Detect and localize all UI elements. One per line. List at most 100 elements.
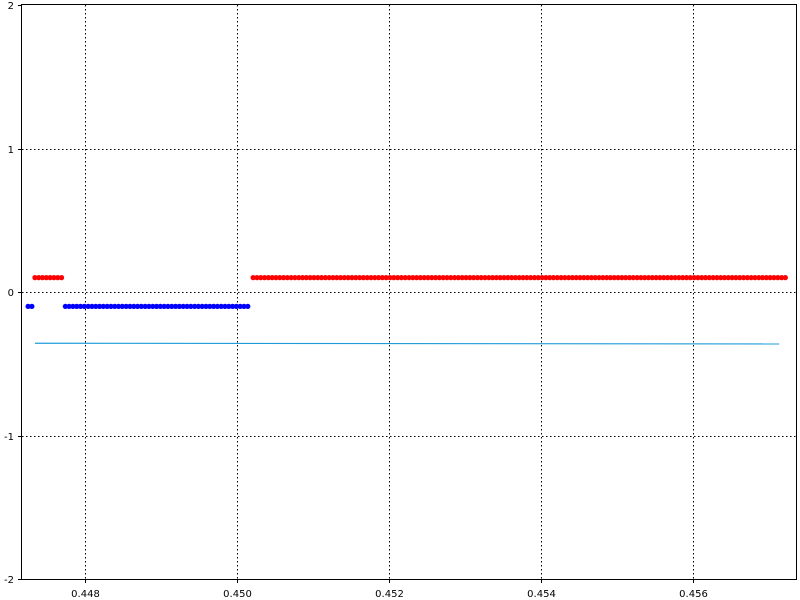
- data-point: [108, 303, 114, 309]
- y-tick-label: -2: [4, 575, 14, 586]
- data-point: [725, 275, 731, 281]
- data-point: [463, 275, 469, 281]
- data-point: [672, 275, 678, 281]
- data-point: [237, 303, 243, 309]
- data-point: [303, 275, 309, 281]
- data-point: [680, 275, 686, 281]
- data-point: [93, 303, 99, 309]
- data-point: [70, 303, 76, 309]
- data-point: [611, 275, 617, 281]
- data-point: [375, 275, 382, 281]
- data-point: [512, 275, 519, 281]
- data-point: [318, 275, 325, 281]
- data-point: [406, 275, 412, 281]
- data-point: [29, 303, 35, 309]
- data-point: [39, 275, 46, 281]
- data-point: [402, 275, 408, 281]
- data-point: [676, 275, 682, 281]
- x-tick-label: 0.448: [71, 589, 100, 600]
- data-point: [398, 275, 404, 281]
- grid: [22, 5, 796, 579]
- data-point: [157, 303, 163, 309]
- data-point: [191, 303, 198, 309]
- data-point: [89, 303, 95, 309]
- data-point: [748, 275, 754, 281]
- data-point: [562, 275, 568, 281]
- data-point: [634, 275, 640, 281]
- data-point: [756, 275, 762, 281]
- data-point: [642, 275, 648, 281]
- data-point: [657, 275, 663, 281]
- data-point: [153, 303, 160, 309]
- data-point: [501, 275, 507, 281]
- data-point: [330, 275, 336, 281]
- data-point: [47, 275, 53, 281]
- y-tick-label: 2: [8, 1, 14, 12]
- data-point: [195, 303, 201, 309]
- data-point: [387, 275, 393, 281]
- data-point: [74, 303, 80, 309]
- data-point: [150, 303, 156, 309]
- data-point: [455, 275, 462, 281]
- data-point: [596, 275, 602, 281]
- data-point: [645, 275, 652, 281]
- data-point: [353, 275, 359, 281]
- data-point: [638, 275, 644, 281]
- data-point: [702, 275, 709, 281]
- data-point: [85, 303, 91, 309]
- data-point: [241, 303, 247, 309]
- data-point: [62, 303, 68, 309]
- data-point: [459, 275, 465, 281]
- data-point: [146, 303, 152, 309]
- data-point: [630, 275, 636, 281]
- data-point: [51, 275, 57, 281]
- data-point: [710, 275, 716, 281]
- data-point: [284, 275, 290, 281]
- data-point: [394, 275, 401, 281]
- data-point: [77, 303, 84, 309]
- data-point: [619, 275, 625, 281]
- data-point: [577, 275, 583, 281]
- data-point: [230, 303, 236, 309]
- data-point: [474, 275, 481, 281]
- data-point: [184, 303, 190, 309]
- data-point: [744, 275, 750, 281]
- data-point: [554, 275, 560, 281]
- data-point: [767, 275, 773, 281]
- x-axis: 0.448 0.450 0.452 0.454 0.456: [71, 579, 708, 600]
- x-tick-label: 0.454: [527, 589, 556, 600]
- data-point: [165, 303, 171, 309]
- data-point: [566, 275, 572, 281]
- data-point: [763, 275, 769, 281]
- data-point: [490, 275, 496, 281]
- data-point: [691, 275, 697, 281]
- data-point: [131, 303, 137, 309]
- data-point: [269, 275, 275, 281]
- data-point: [32, 275, 38, 281]
- data-point: [436, 275, 443, 281]
- data-point: [558, 275, 564, 281]
- data-point: [214, 303, 221, 309]
- data-point: [778, 275, 785, 281]
- data-point: [699, 275, 705, 281]
- data-point: [161, 303, 167, 309]
- data-point: [467, 275, 473, 281]
- data-point: [207, 303, 213, 309]
- data-point: [649, 275, 655, 281]
- data-point: [322, 275, 328, 281]
- data-point: [752, 275, 758, 281]
- data-point: [740, 275, 747, 281]
- data-point: [531, 275, 538, 281]
- data-point: [315, 275, 321, 281]
- data-point: [265, 275, 271, 281]
- data-point: [245, 303, 251, 309]
- x-tick-label: 0.450: [223, 589, 252, 600]
- data-point: [142, 303, 148, 309]
- data-point: [440, 275, 446, 281]
- data-point: [714, 275, 720, 281]
- data-point: [96, 303, 103, 309]
- data-point: [733, 275, 739, 281]
- data-point: [683, 275, 690, 281]
- data-point: [585, 275, 591, 281]
- data-point: [296, 275, 302, 281]
